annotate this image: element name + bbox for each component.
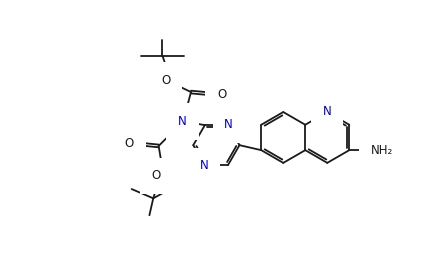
Text: N: N xyxy=(178,115,187,128)
Text: N: N xyxy=(323,105,332,118)
Text: N: N xyxy=(200,159,209,172)
Text: NH₂: NH₂ xyxy=(371,144,393,157)
Text: N: N xyxy=(224,118,233,131)
Text: O: O xyxy=(152,170,161,183)
Text: O: O xyxy=(217,88,226,101)
Text: O: O xyxy=(125,137,134,150)
Text: O: O xyxy=(161,74,170,87)
